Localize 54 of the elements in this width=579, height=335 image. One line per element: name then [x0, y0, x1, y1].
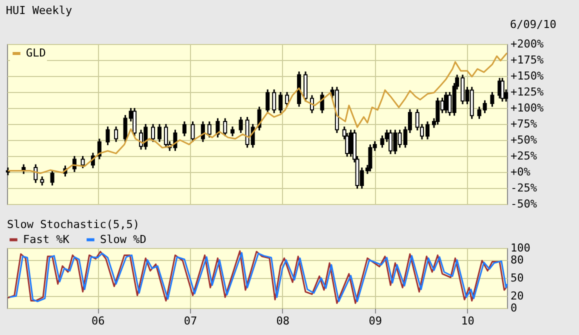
y-tick-label: -25% — [510, 182, 538, 194]
y-tick-label: +0% — [510, 166, 531, 178]
y-tick-label: +50% — [510, 134, 538, 146]
candlestick — [106, 126, 110, 146]
x-tick-label: 07 — [184, 314, 198, 328]
legend-label: Fast %K — [23, 232, 70, 246]
y-tick-label: +150% — [510, 70, 544, 82]
candlestick — [164, 123, 168, 148]
candlestick — [444, 91, 448, 114]
candlestick — [157, 123, 162, 143]
candlestick — [436, 97, 440, 126]
x-tick-label: 08 — [276, 314, 290, 328]
y-tick-label: -50% — [510, 198, 538, 210]
y-tick-label: +75% — [510, 118, 538, 130]
candlestick — [304, 70, 308, 102]
candlestick — [223, 117, 228, 137]
candlestick — [151, 123, 156, 143]
candlestick — [50, 169, 54, 186]
x-tick-label: 10 — [461, 314, 474, 328]
chart-title: HUI Weekly — [6, 4, 73, 17]
candlestick — [190, 120, 195, 143]
y-tick-label: +200% — [510, 38, 544, 50]
y-tick-label: +175% — [510, 54, 544, 66]
y-tick-label: 20 — [510, 290, 524, 302]
text: 6/09/10 — [510, 18, 556, 31]
y-tick-label: 80 — [510, 254, 524, 266]
legend-label: Slow %D — [100, 232, 146, 246]
candlestick — [388, 129, 393, 155]
candlestick — [139, 129, 144, 150]
candlestick — [285, 91, 290, 108]
x-tick-label: 09 — [368, 314, 382, 328]
x-tick-label: 06 — [91, 314, 105, 328]
candlestick — [272, 88, 276, 114]
candlestick — [266, 88, 270, 114]
y-tick-label: 0 — [510, 302, 518, 314]
candlestick — [380, 134, 384, 148]
y-tick-label: 50 — [510, 272, 524, 284]
candlestick — [278, 91, 283, 114]
candlestick — [500, 77, 504, 102]
candlestick — [80, 155, 85, 169]
candlestick — [238, 116, 243, 134]
chart-title: Slow Stochastic(5,5) — [7, 218, 140, 231]
y-tick-label: +100% — [510, 102, 544, 114]
candlestick — [490, 91, 494, 108]
y-tick-label: +125% — [510, 86, 544, 98]
candlestick — [114, 126, 118, 143]
legend-label: GLD — [26, 46, 46, 60]
candlestick — [207, 120, 212, 138]
y-tick-label: +25% — [510, 150, 538, 162]
candlestick — [132, 107, 137, 137]
candlestick — [230, 126, 235, 137]
candlestick — [72, 155, 76, 173]
y-tick-label: 100 — [510, 242, 530, 254]
candlestick — [182, 120, 186, 137]
